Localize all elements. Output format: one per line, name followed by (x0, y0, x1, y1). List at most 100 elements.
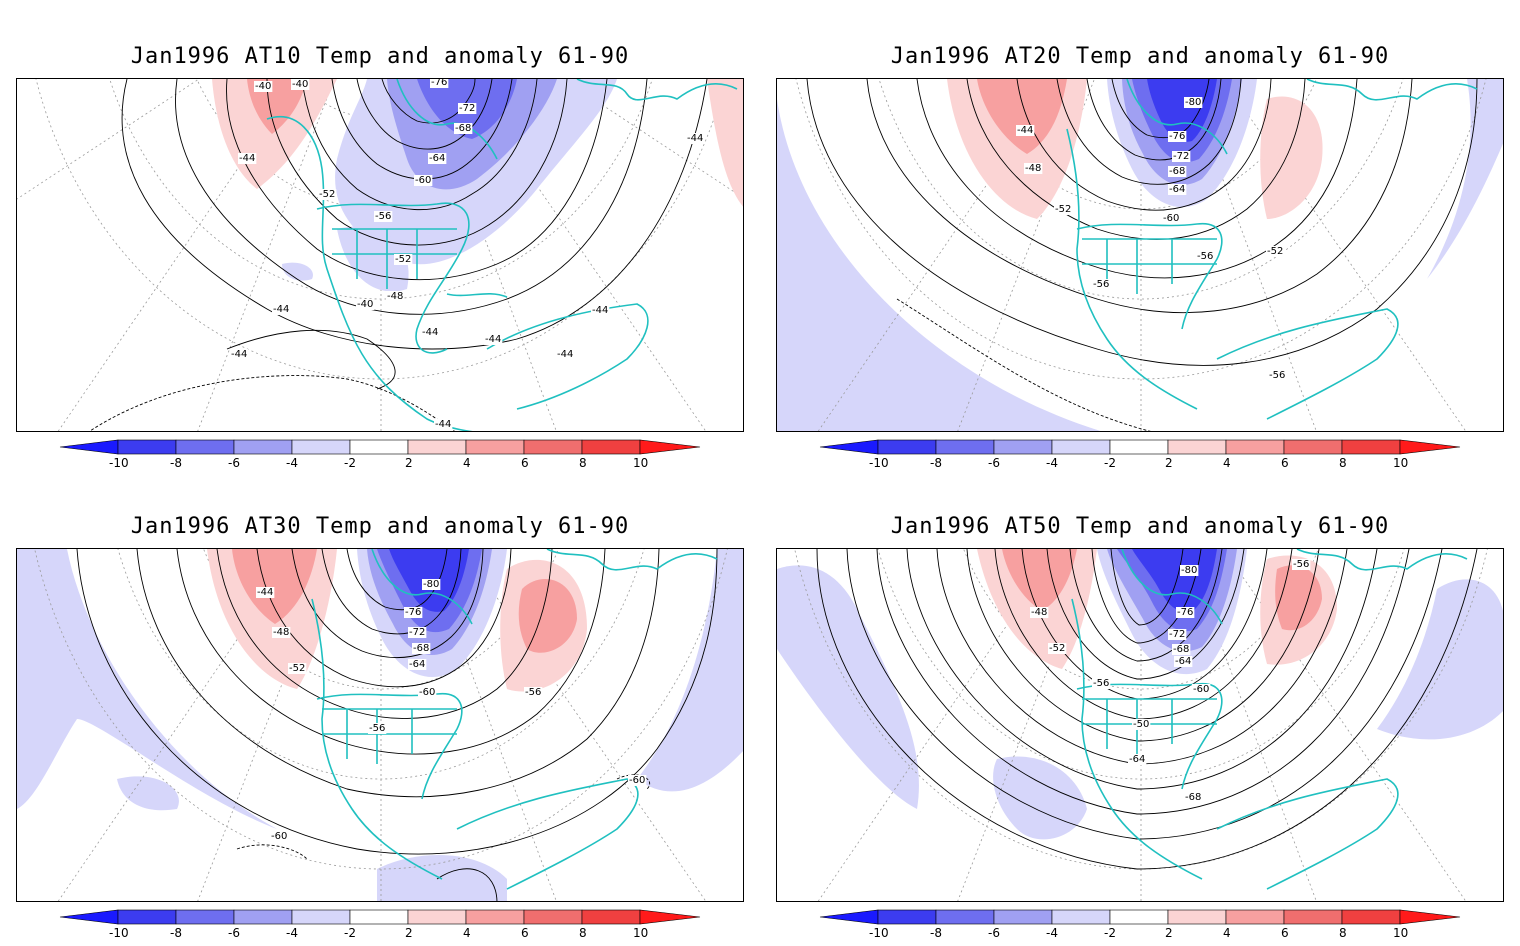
contour-label-bg (1162, 213, 1181, 224)
contour-label: -60 (415, 175, 431, 186)
contour-label: -56 (1093, 678, 1109, 689)
contour-labels: -80 -56 -48 -76 -52 -72 -68 -64 -56 -60 … (1030, 559, 1311, 803)
contour-label-bg (412, 643, 431, 654)
contour-label: -64 (1169, 184, 1185, 195)
colorbar-tick-label: 6 (521, 926, 529, 940)
colorbar-tick-label: 8 (579, 456, 587, 470)
contour-label-bg (414, 175, 433, 186)
contour-label-bg (1132, 719, 1151, 730)
contour-label: -64 (409, 659, 425, 670)
colorbar-swatch (819, 909, 879, 925)
colorbar-tick-label: -8 (170, 456, 182, 470)
colorbar-at30: -10 -8 -6 -4 -2 2 4 6 8 10 (16, 906, 744, 946)
colorbar-swatch (935, 909, 995, 925)
colorbar-swatch (291, 909, 351, 925)
map-panel-at30: -80 -44 -76 -48 -72 -68 -52 -64 -60 -56 … (16, 548, 744, 902)
colorbar-swatch (1399, 909, 1461, 925)
contour-label: -60 (1193, 684, 1209, 695)
contour-label-bg (1168, 166, 1187, 177)
colorbar-swatch (1109, 909, 1169, 925)
contour-label-bg (1266, 246, 1285, 257)
colorbar-swatch (993, 439, 1053, 455)
contour-label: -64 (1129, 754, 1145, 765)
coastlines (1071, 549, 1468, 890)
colorbar-tick-label: -4 (286, 926, 298, 940)
contour-label: -56 (375, 211, 391, 222)
hemisphere-edge-shading (777, 79, 1503, 431)
contour-label-bg (1180, 565, 1199, 576)
anomaly-shading (947, 79, 1323, 219)
contour-label-bg (1196, 251, 1215, 262)
hemisphere-edge-shading (777, 565, 1503, 840)
contour-label: -80 (1185, 97, 1201, 108)
colorbar-swatch (291, 439, 351, 455)
contour-labels: -40 -40 -76 -72 -68 -44 -64 -44 -60 -52 … (230, 79, 705, 430)
colorbar-swatch (581, 909, 641, 925)
contour-label: -48 (1025, 163, 1041, 174)
contour-label-bg (404, 607, 423, 618)
colorbar-swatch (117, 439, 177, 455)
colorbar-tick-label: -4 (286, 456, 298, 470)
contour-label-bg (458, 103, 477, 114)
contour-label-bg (1184, 792, 1203, 803)
contour-label: -44 (485, 334, 501, 345)
colorbar-tick-label: 4 (463, 926, 471, 940)
contour-label-bg (454, 123, 473, 134)
colorbar-tick-label: -10 (109, 926, 129, 940)
contour-label-bg (1176, 607, 1195, 618)
contour-label: -56 (1269, 370, 1285, 381)
colorbar-canvas: -10 -8 -6 -4 -2 2 4 6 8 10 (59, 439, 701, 470)
contour-label: -44 (435, 419, 451, 430)
contour-label: -52 (1049, 643, 1065, 654)
contour-label-bg (1054, 204, 1073, 215)
contour-label: -44 (231, 349, 247, 360)
contour-label: -48 (273, 627, 289, 638)
contour-label-bg (256, 587, 275, 598)
contour-label: -44 (422, 327, 438, 338)
contour-label-bg (421, 327, 440, 338)
contour-label: -60 (1163, 213, 1179, 224)
contour-label-bg (591, 305, 610, 316)
colorbar-tick-label: -8 (930, 926, 942, 940)
colorbar-tick-label: -8 (170, 926, 182, 940)
contour-label-bg (1172, 151, 1191, 162)
contour-label-bg (484, 334, 503, 345)
temperature-contours (76, 549, 718, 901)
colorbar-swatch (1341, 909, 1401, 925)
contour-label: -44 (1017, 125, 1033, 136)
contour-label: -68 (455, 123, 471, 134)
coastlines (266, 79, 738, 431)
contour-label-bg (1268, 370, 1287, 381)
colorbar-swatch (1109, 439, 1169, 455)
contour-label-bg (374, 211, 393, 222)
colorbar-tick-label: 10 (1393, 456, 1408, 470)
colorbar-canvas: -10 -8 -6 -4 -2 2 4 6 8 10 (59, 909, 701, 940)
colorbar-swatch (581, 439, 641, 455)
contour-label: -80 (423, 579, 439, 590)
colorbar-tick-label: 10 (633, 456, 648, 470)
colorbar-tick-label: -6 (988, 456, 1000, 470)
coastlines (1066, 79, 1478, 420)
colorbar-tick-label: -6 (228, 926, 240, 940)
contour-label: -48 (387, 291, 403, 302)
contour-label-bg (272, 627, 291, 638)
contour-label-bg (1048, 643, 1067, 654)
colorbar-swatch (639, 909, 701, 925)
colorbar-swatch (407, 439, 467, 455)
colorbar-tick-label: -2 (1104, 456, 1116, 470)
colorbar-swatch (877, 439, 937, 455)
contour-label: -48 (1031, 607, 1047, 618)
colorbar-tick-label: 8 (579, 926, 587, 940)
temperature-contours (816, 549, 1478, 870)
colorbar-swatch (523, 909, 583, 925)
contour-label: -72 (409, 627, 425, 638)
contour-label: -56 (369, 723, 385, 734)
colorbar-tick-label: -10 (869, 456, 889, 470)
contour-label-bg (356, 299, 375, 310)
colorbar-swatch (407, 909, 467, 925)
contour-label-bg (556, 349, 575, 360)
map-panel-at10: -40 -40 -76 -72 -68 -44 -64 -44 -60 -52 … (16, 78, 744, 432)
contour-label: -56 (1093, 279, 1109, 290)
temperature-contours (806, 79, 1478, 431)
contour-label-bg (1174, 656, 1193, 667)
